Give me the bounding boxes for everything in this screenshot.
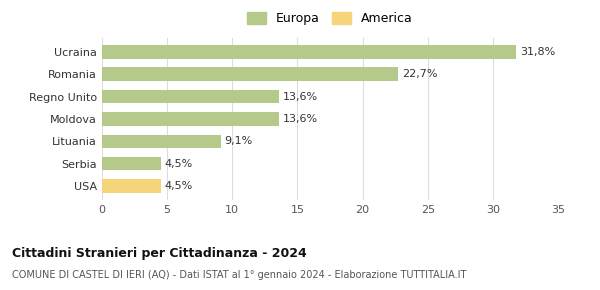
Bar: [102, 157, 161, 170]
Bar: [102, 68, 398, 81]
Text: 13,6%: 13,6%: [283, 92, 318, 102]
Text: 22,7%: 22,7%: [401, 69, 437, 79]
Text: 31,8%: 31,8%: [520, 47, 556, 57]
Legend: Europa, America: Europa, America: [244, 8, 416, 29]
Text: COMUNE DI CASTEL DI IERI (AQ) - Dati ISTAT al 1° gennaio 2024 - Elaborazione TUT: COMUNE DI CASTEL DI IERI (AQ) - Dati IST…: [12, 270, 466, 280]
Bar: [102, 112, 279, 126]
Text: 4,5%: 4,5%: [164, 181, 193, 191]
Text: Cittadini Stranieri per Cittadinanza - 2024: Cittadini Stranieri per Cittadinanza - 2…: [12, 246, 307, 260]
Bar: [102, 135, 221, 148]
Text: 9,1%: 9,1%: [224, 136, 253, 146]
Bar: [102, 90, 279, 103]
Bar: [102, 179, 161, 193]
Text: 4,5%: 4,5%: [164, 159, 193, 169]
Bar: [102, 45, 517, 59]
Text: 13,6%: 13,6%: [283, 114, 318, 124]
